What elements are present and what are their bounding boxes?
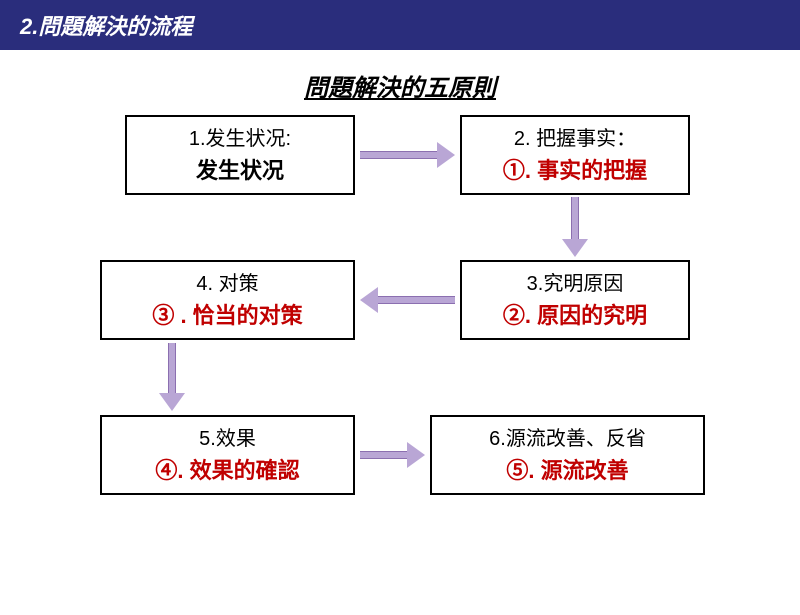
box-3-title: 3.究明原因 (527, 269, 624, 299)
box-4-title: 4. 对策 (196, 269, 258, 299)
arrow-3 (360, 293, 455, 307)
header-title: 2.問題解決的流程 (20, 9, 192, 41)
box-3: 3.究明原因 ②. 原因的究明 (460, 260, 690, 340)
arrow-4 (165, 343, 179, 411)
box-2-content: ①. 事实的把握 (503, 154, 647, 187)
box-4: 4. 对策 ③ . 恰当的对策 (100, 260, 355, 340)
box-5-title: 5.效果 (199, 424, 256, 454)
box-4-content: ③ . 恰当的对策 (152, 299, 302, 332)
box-3-content: ②. 原因的究明 (503, 299, 647, 332)
box-2-title: 2. 把握事实： (514, 124, 636, 154)
arrow-5 (360, 448, 425, 462)
flowchart-canvas: 1.发生状况: 发生状况 2. 把握事实： ①. 事实的把握 3.究明原因 ②.… (0, 115, 800, 615)
subtitle: 問題解決的五原則 (0, 68, 800, 103)
box-2: 2. 把握事实： ①. 事实的把握 (460, 115, 690, 195)
box-1-title: 1.发生状况: (189, 124, 291, 154)
box-1: 1.发生状况: 发生状况 (125, 115, 355, 195)
arrow-2 (568, 197, 582, 257)
box-1-content: 发生状况 (196, 154, 284, 187)
box-6-title: 6.源流改善、反省 (489, 424, 646, 454)
box-6: 6.源流改善、反省 ⑤. 源流改善 (430, 415, 705, 495)
box-5: 5.效果 ④. 效果的確認 (100, 415, 355, 495)
header-bar: 2.問題解決的流程 (0, 0, 800, 50)
arrow-1 (360, 148, 455, 162)
box-5-content: ④. 效果的確認 (155, 454, 299, 487)
box-6-content: ⑤. 源流改善 (506, 454, 628, 487)
